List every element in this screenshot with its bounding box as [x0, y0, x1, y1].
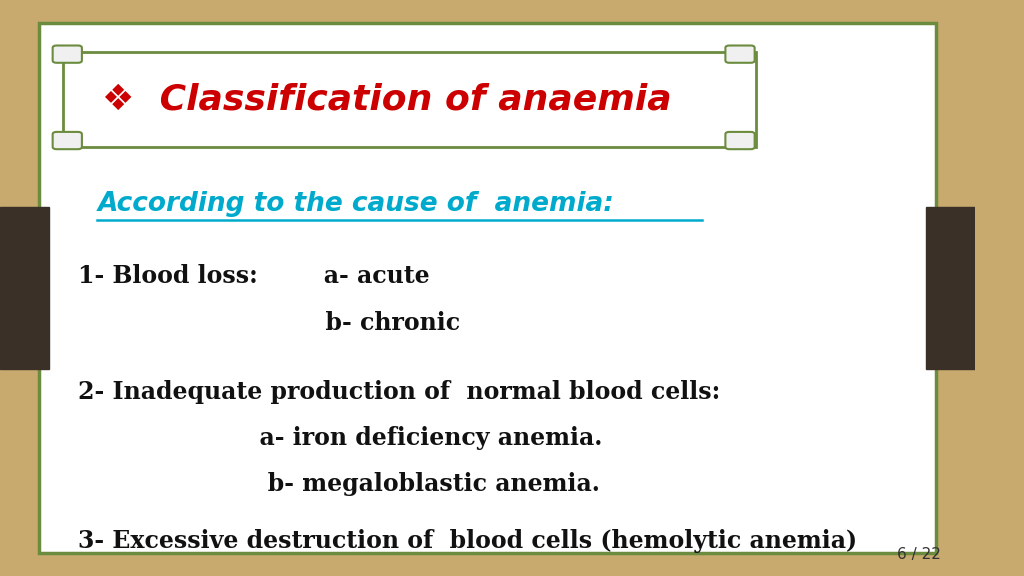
Text: 6 / 22: 6 / 22 [897, 547, 941, 562]
FancyBboxPatch shape [39, 23, 936, 553]
Text: 3- Excessive destruction of  blood cells (hemolytic anemia): 3- Excessive destruction of blood cells … [78, 529, 857, 554]
Text: a- iron deficiency anemia.: a- iron deficiency anemia. [78, 426, 602, 450]
FancyBboxPatch shape [725, 46, 755, 63]
Text: 2- Inadequate production of  normal blood cells:: 2- Inadequate production of normal blood… [78, 380, 720, 404]
Text: According to the cause of  anemia:: According to the cause of anemia: [97, 191, 614, 218]
FancyBboxPatch shape [52, 132, 82, 149]
FancyBboxPatch shape [63, 52, 756, 147]
Text: ❖  Classification of anaemia: ❖ Classification of anaemia [102, 82, 672, 116]
Text: 1- Blood loss:        a- acute: 1- Blood loss: a- acute [78, 264, 430, 289]
Text: b- megaloblastic anemia.: b- megaloblastic anemia. [78, 472, 600, 496]
FancyBboxPatch shape [52, 46, 82, 63]
Bar [0, 207, 49, 369]
FancyBboxPatch shape [725, 132, 755, 149]
Bar [927, 207, 975, 369]
Text: b- chronic: b- chronic [78, 310, 460, 335]
